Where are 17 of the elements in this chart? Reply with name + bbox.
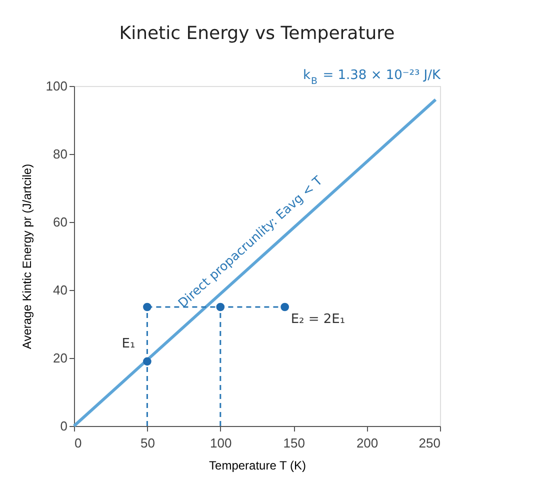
x-tick-label: 0 xyxy=(74,436,82,450)
y-tick-label: 80 xyxy=(53,146,68,162)
x-tick-label: 250 xyxy=(418,436,440,450)
x-axis-title: Temperature T (K) xyxy=(209,458,306,472)
x-tick-label: 150 xyxy=(283,436,305,450)
annotation: E₂ = 2E₁ xyxy=(290,312,346,327)
y-tick-label: 100 xyxy=(46,78,68,94)
y-axis-title: Average Kintic Energy pr (J/artcile) xyxy=(20,164,34,350)
x-tick-label: 200 xyxy=(356,436,378,450)
y-tick-label: 20 xyxy=(53,350,68,366)
x-tick-label: 50 xyxy=(140,436,155,450)
y-tick-label: 40 xyxy=(53,282,68,298)
x-tick-label: 100 xyxy=(210,436,232,450)
y-tick-label: 60 xyxy=(53,214,68,230)
y-tick-label: 0 xyxy=(60,418,68,434)
annotation: E₁ xyxy=(122,336,136,352)
chart-title: Kinetic Energy vs Temperature xyxy=(119,23,395,44)
